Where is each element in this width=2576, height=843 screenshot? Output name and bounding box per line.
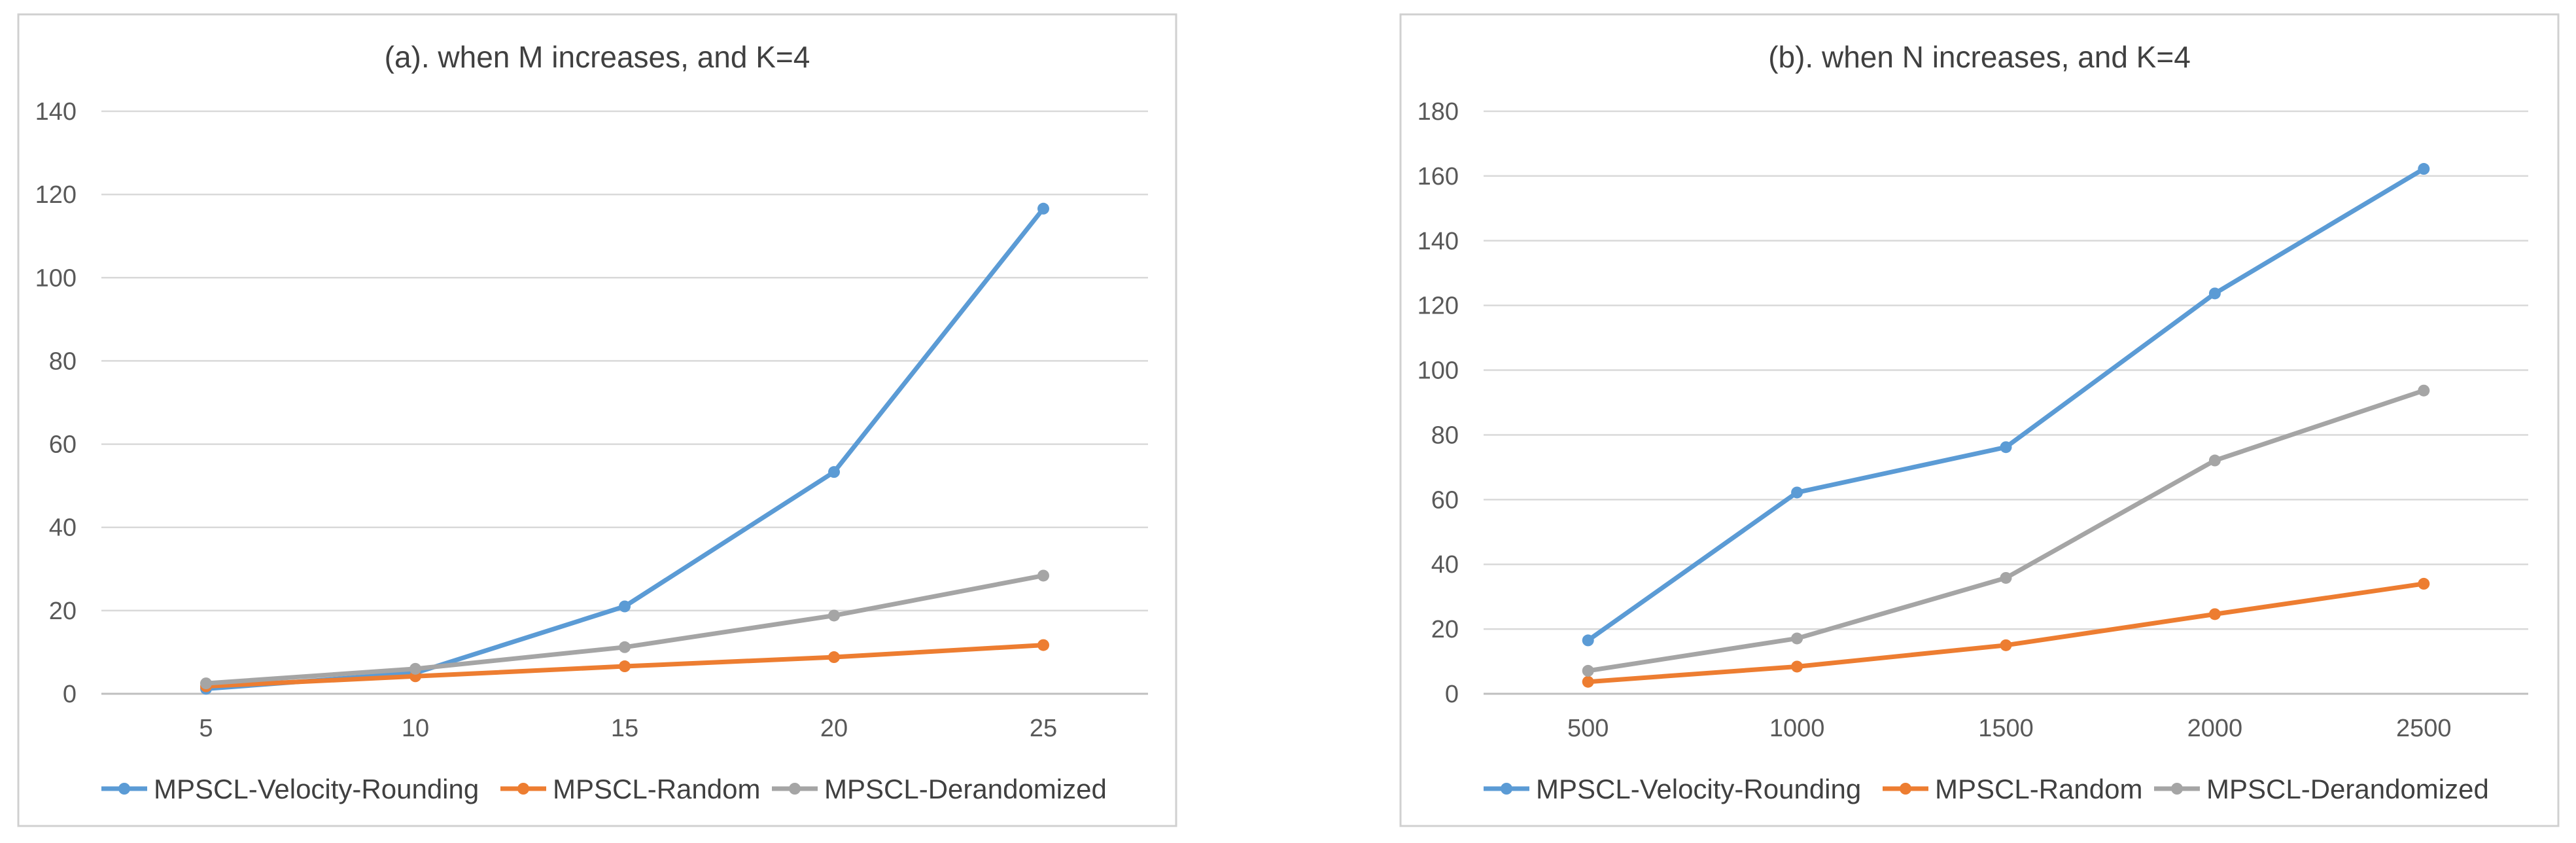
x-tick-label: 5 (199, 715, 213, 742)
legend-label: MPSCL-Derandomized (2206, 774, 2489, 804)
y-tick-label: 100 (1418, 357, 1459, 385)
chart-b-frame (1399, 13, 2560, 827)
y-tick-label: 140 (1418, 228, 1459, 255)
y-tick-label: 100 (35, 264, 77, 292)
chart-b-gridlines (1484, 110, 2528, 630)
data-point-velocity (828, 466, 840, 478)
data-point-derandomized (1791, 632, 1803, 645)
data-point-random (2418, 577, 2430, 590)
data-point-random (1582, 675, 1594, 688)
legend-swatch-marker (2171, 783, 2183, 795)
chart-b-series (1582, 163, 2430, 688)
data-point-velocity (2418, 163, 2430, 175)
data-point-velocity (1791, 486, 1803, 499)
data-point-velocity (2208, 287, 2221, 300)
data-point-random (619, 660, 631, 673)
legend-swatch-marker (1900, 783, 1911, 795)
chart-a-x-axis: 5 10 15 20 25 (101, 692, 1148, 742)
data-point-random (2208, 608, 2221, 620)
data-point-random (828, 651, 840, 664)
legend-swatch-marker (118, 783, 130, 795)
data-point-velocity (1582, 634, 1594, 647)
chart-b: (b). when N increases, and K=4 0 20 40 60 80… (1399, 13, 2560, 827)
data-point-derandomized (2208, 454, 2221, 467)
x-tick-label: 1000 (1769, 715, 1825, 742)
chart-b-y-axis: 0 20 40 60 80 100 120 140 160 180 (1418, 98, 1459, 708)
y-tick-label: 180 (1418, 98, 1459, 126)
y-tick-label: 160 (1418, 163, 1459, 190)
y-tick-label: 60 (1431, 486, 1459, 514)
data-point-random (2000, 639, 2012, 651)
legend-label: MPSCL-Random (1935, 774, 2142, 804)
x-tick-label: 500 (1567, 715, 1609, 742)
x-tick-label: 20 (820, 715, 848, 742)
legend-label: MPSCL-Random (553, 774, 760, 804)
legend-label: MPSCL-Velocity-Rounding (1536, 774, 1861, 804)
y-tick-label: 40 (1431, 551, 1459, 579)
x-tick-label: 10 (402, 715, 429, 742)
data-point-velocity (2000, 441, 2012, 454)
y-tick-label: 0 (63, 681, 77, 708)
y-tick-label: 60 (49, 431, 77, 459)
chart-a: (a). when M increases, and K=4 0 20 40 60 80… (17, 13, 1177, 827)
data-point-random (1791, 660, 1803, 673)
data-point-derandomized (1582, 664, 1594, 677)
legend-swatch-marker (789, 783, 801, 795)
chart-a-y-axis: 0 20 40 60 80 100 120 140 (35, 98, 77, 708)
data-point-velocity (1037, 202, 1049, 215)
data-point-derandomized (2418, 384, 2430, 397)
data-point-derandomized (1037, 569, 1049, 582)
y-tick-label: 140 (35, 98, 77, 126)
data-point-derandomized (828, 609, 840, 622)
legend-label: MPSCL-Derandomized (824, 774, 1107, 804)
y-tick-label: 80 (49, 348, 77, 375)
y-tick-label: 120 (1418, 293, 1459, 320)
legend-swatch-marker (1501, 783, 1512, 795)
x-tick-label: 2000 (2187, 715, 2243, 742)
chart-a-title: (a). when M increases, and K=4 (385, 40, 810, 74)
data-point-derandomized (409, 662, 421, 675)
data-point-derandomized (2000, 571, 2012, 584)
chart-a-frame (17, 13, 1177, 827)
data-point-velocity (619, 600, 631, 613)
data-point-derandomized (200, 677, 212, 690)
x-tick-label: 25 (1030, 715, 1057, 742)
y-tick-label: 20 (1431, 616, 1459, 643)
chart-b-x-axis: 500 1000 1500 2000 2500 (1484, 692, 2528, 742)
y-tick-label: 120 (35, 181, 77, 209)
y-tick-label: 80 (1431, 422, 1459, 449)
y-tick-label: 0 (1445, 681, 1459, 708)
data-point-random (1037, 639, 1049, 651)
y-tick-label: 20 (49, 598, 77, 625)
chart-a-legend: MPSCL-Velocity-Rounding MPSCL-Random MPSCL… (101, 774, 1107, 804)
x-tick-label: 15 (611, 715, 638, 742)
chart-a-series (200, 202, 1049, 695)
x-tick-label: 1500 (1978, 715, 2034, 742)
x-tick-label: 2500 (2396, 715, 2452, 742)
legend-swatch-marker (517, 783, 529, 795)
chart-b-title: (b). when N increases, and K=4 (1768, 40, 2191, 74)
data-point-derandomized (619, 641, 631, 653)
chart-b-legend: MPSCL-Velocity-Rounding MPSCL-Random MPSCL… (1484, 774, 2489, 804)
legend-label: MPSCL-Velocity-Rounding (154, 774, 479, 804)
chart-a-gridlines (101, 110, 1148, 612)
y-tick-label: 40 (49, 514, 77, 542)
